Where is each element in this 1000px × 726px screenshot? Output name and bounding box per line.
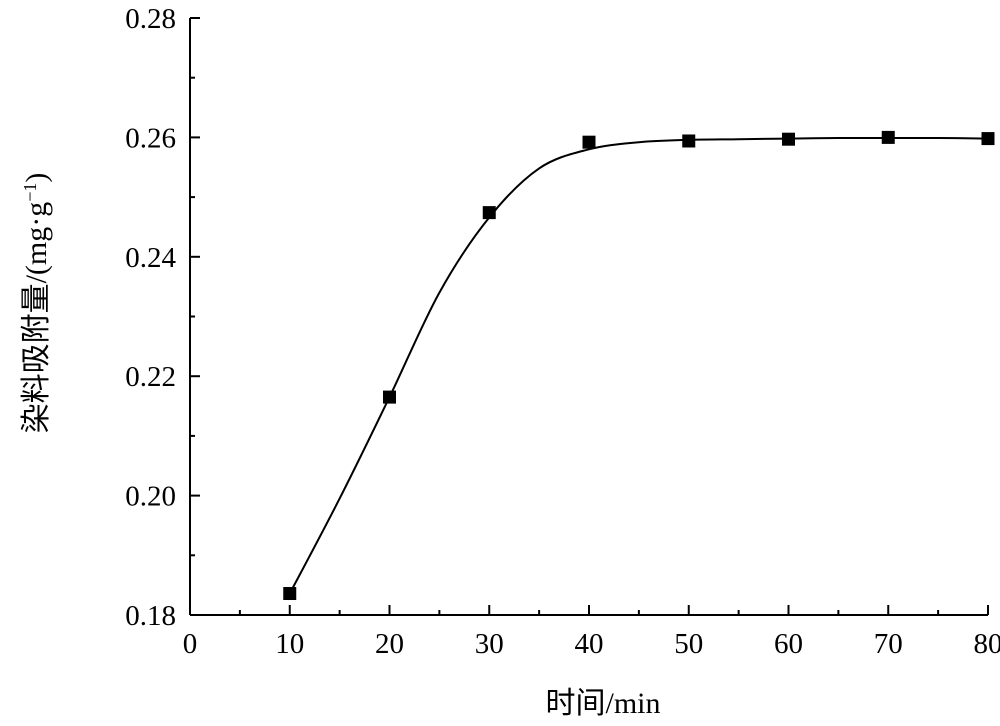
y-tick-label: 0.20 [125,481,176,513]
data-point [582,135,596,149]
fit-curve [288,136,989,594]
data-point [682,134,696,148]
y-tick-label: 0.18 [125,600,176,632]
data-point [383,390,396,404]
x-tick-label: 40 [575,628,604,660]
data-point [283,587,297,601]
y-axis-title-sup: −1 [20,183,40,202]
x-tick-label: 60 [774,628,803,660]
x-tick-label: 30 [475,628,504,660]
y-axis-title-close: ) [20,173,53,183]
y-tick-label: 0.22 [125,361,176,393]
x-tick-label: 0 [183,628,198,660]
x-axis-title: 时间/min [545,687,660,720]
ticks [189,17,989,616]
x-tick-label: 50 [674,628,703,660]
x-tick-label: 20 [375,628,404,660]
data-points [283,130,995,601]
x-tick-label: 70 [874,628,903,660]
y-tick-label: 0.26 [125,122,176,154]
y-axis-title-main: 染料吸附量/(mg·g [20,202,53,434]
data-point [881,130,895,144]
x-tick-label: 80 [974,628,1000,660]
y-tick-label: 0.28 [125,3,176,35]
y-tick-label: 0.24 [125,242,176,274]
x-tick-label: 10 [275,628,304,660]
data-point [981,132,995,146]
data-point [482,206,496,220]
data-point [782,132,795,146]
y-axis-title: 染料吸附量/(mg·g−1) [20,173,53,434]
axes [189,18,988,616]
tick-labels: 0 10 20 30 40 50 60 70 80 0.18 0.20 0.22 0.24 0.26 0.2… [125,3,1000,660]
